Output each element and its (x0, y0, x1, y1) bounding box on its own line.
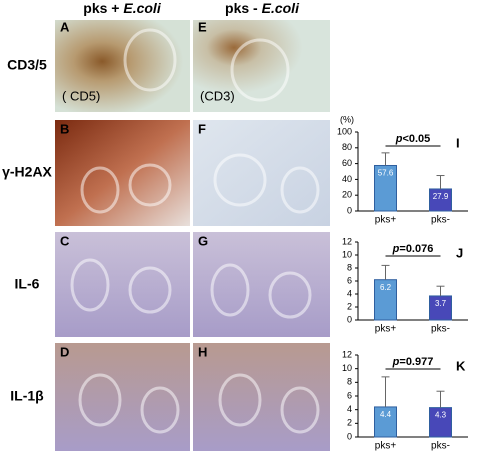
panel-letter: B (60, 121, 69, 136)
y-tick-label: 0 (347, 314, 352, 324)
micrograph (193, 20, 330, 112)
x-tick-label: pks+ (375, 441, 397, 452)
y-tick-label: 8 (347, 377, 352, 387)
panel-letter: C (60, 233, 70, 248)
y-tick-label: 10 (342, 249, 352, 259)
y-tick-label: 8 (347, 262, 352, 272)
x-tick-label: pks- (431, 215, 450, 226)
panel-letter: A (60, 19, 70, 34)
crypt-outlines (70, 28, 320, 434)
p-symbol: p (395, 133, 403, 145)
x-tick-label: pks+ (375, 324, 397, 335)
row-label: IL-1β (10, 388, 44, 404)
y-tick-label: 40 (342, 174, 352, 184)
column-header: pks - E.coli (225, 0, 300, 16)
value-label: 4.3 (435, 411, 447, 420)
y-tick-label: 0 (347, 431, 352, 441)
row-label: IL-6 (15, 276, 40, 292)
row-label: CD3/5 (7, 57, 47, 73)
y-tick-label: 80 (342, 142, 352, 152)
panel-letter: E (198, 19, 207, 34)
column-header: pks + E.coli (83, 0, 162, 16)
p-value: p<0.05 (395, 133, 431, 145)
x-tick-label: pks+ (375, 215, 397, 226)
micrograph (55, 120, 190, 226)
y-tick-label: 2 (347, 301, 352, 311)
value-label: 57.6 (378, 169, 394, 178)
p-value: p=0.977 (392, 356, 434, 368)
value-label: 6.2 (380, 283, 392, 292)
p-text: <0.05 (402, 133, 430, 145)
p-text: =0.977 (399, 356, 433, 368)
micrograph (55, 20, 190, 112)
value-label: 27.9 (433, 192, 449, 201)
panel-letter: F (198, 121, 206, 136)
y-tick-label: 10 (342, 363, 352, 373)
p-symbol: p (392, 243, 400, 255)
y-tick-label: 4 (347, 288, 352, 298)
y-tick-label: 6 (347, 275, 352, 285)
micrograph (193, 343, 330, 451)
y-tick-label: 60 (342, 158, 352, 168)
x-tick-label: pks- (431, 441, 450, 452)
micrographs (55, 20, 330, 451)
p-text: =0.076 (399, 243, 433, 255)
value-label: 4.4 (380, 410, 392, 419)
y-unit: (%) (340, 114, 354, 124)
panel-letter: K (456, 358, 466, 373)
panel-letter: H (198, 344, 207, 359)
y-tick-label: 4 (347, 404, 352, 414)
panel-letter: I (456, 135, 460, 150)
micrograph (55, 343, 190, 451)
p-symbol: p (392, 356, 400, 368)
micrograph (55, 232, 190, 337)
y-tick-label: 12 (342, 236, 352, 246)
x-tick-label: pks- (431, 324, 450, 335)
y-tick-label: 2 (347, 418, 352, 428)
p-value: p=0.076 (392, 243, 434, 255)
y-tick-label: 0 (347, 205, 352, 215)
row-label: γ-H2AX (2, 164, 52, 180)
y-tick-label: 12 (342, 349, 352, 359)
value-label: 3.7 (435, 299, 447, 308)
image-note: (CD3) (200, 88, 235, 103)
y-tick-label: 6 (347, 390, 352, 400)
y-tick-label: 100 (337, 126, 352, 136)
image-note: ( CD5) (62, 88, 100, 103)
y-tick-label: 20 (342, 190, 352, 200)
panel-letter: G (198, 233, 208, 248)
panel-letter: D (60, 344, 69, 359)
panel-letter: J (456, 245, 463, 260)
